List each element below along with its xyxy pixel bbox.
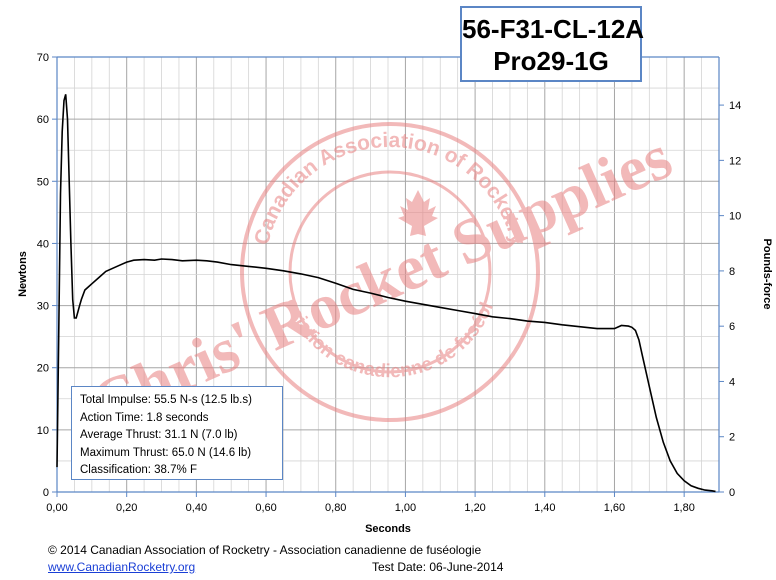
tick-labels: 0,00 0,20 0,40 0,60 0,80 1,00 1,20 1,40 1,60 1,80… xyxy=(37,52,742,514)
x-axis-title: Seconds xyxy=(365,523,411,535)
thrust-curve xyxy=(56,94,716,493)
y2-tick-label: 0 xyxy=(729,487,735,499)
x-tick-label: 1,00 xyxy=(395,502,416,514)
x-tick-label: 0,60 xyxy=(255,502,276,514)
test-date: Test Date: 06-June-2014 xyxy=(372,560,504,574)
x-tick-label: 0,20 xyxy=(116,502,137,514)
y-tick-label: 60 xyxy=(37,114,49,126)
y-axis-title: Newtons xyxy=(17,251,29,297)
total-impulse: Total Impulse: 55.5 N-s (12.5 lb.s) xyxy=(80,394,252,406)
y-tick-label: 50 xyxy=(37,176,49,188)
action-time: Action Time: 1.8 seconds xyxy=(80,411,209,424)
x-tick-label: 1,60 xyxy=(604,502,625,514)
website-link[interactable]: www.CanadianRocketry.org xyxy=(48,560,196,574)
x-tick-label: 1,80 xyxy=(673,502,694,514)
y2-tick-label: 4 xyxy=(729,376,735,388)
y-tick-label: 30 xyxy=(37,301,49,313)
x-tick-label: 0,40 xyxy=(186,502,207,514)
maple-leaf-icon xyxy=(398,190,438,236)
y-tick-label: 40 xyxy=(37,238,49,250)
y2-tick-label: 10 xyxy=(729,211,741,223)
copyright-text: © 2014 Canadian Association of Rocketry … xyxy=(48,543,482,557)
motor-title-box: 56-F31-CL-12A Pro29-1G xyxy=(460,6,645,82)
seal-outer-ring xyxy=(240,122,540,422)
classification: Classification: 38.7% F xyxy=(80,464,197,476)
y-tick-label: 20 xyxy=(37,363,49,375)
y2-tick-label: 14 xyxy=(729,100,741,112)
y-tick-label: 70 xyxy=(37,52,49,64)
y-tick-label: 10 xyxy=(37,425,49,437)
motor-stats-box: Total Impulse: 55.5 N-s (12.5 lb.s) Acti… xyxy=(71,386,283,480)
footer-link-row: www.CanadianRocketry.org xyxy=(48,560,195,574)
x-tick-label: 1,40 xyxy=(534,502,555,514)
x-tick-label: 0,00 xyxy=(46,502,67,514)
x-tick-label: 0,80 xyxy=(325,502,346,514)
y2-tick-label: 12 xyxy=(729,155,741,167)
motor-designation: 56-F31-CL-12A xyxy=(462,14,645,44)
maximum-thrust: Maximum Thrust: 65.0 N (14.6 lb) xyxy=(80,446,252,459)
y2-tick-label: 8 xyxy=(729,266,735,278)
y2-tick-label: 6 xyxy=(729,321,735,333)
motor-product: Pro29-1G xyxy=(493,46,609,76)
y-tick-label: 0 xyxy=(43,487,49,499)
average-thrust: Average Thrust: 31.1 N (7.0 lb) xyxy=(80,429,238,441)
y2-tick-label: 2 xyxy=(729,432,735,444)
y2-axis-title: Pounds-force xyxy=(761,239,773,310)
x-tick-label: 1,20 xyxy=(464,502,485,514)
